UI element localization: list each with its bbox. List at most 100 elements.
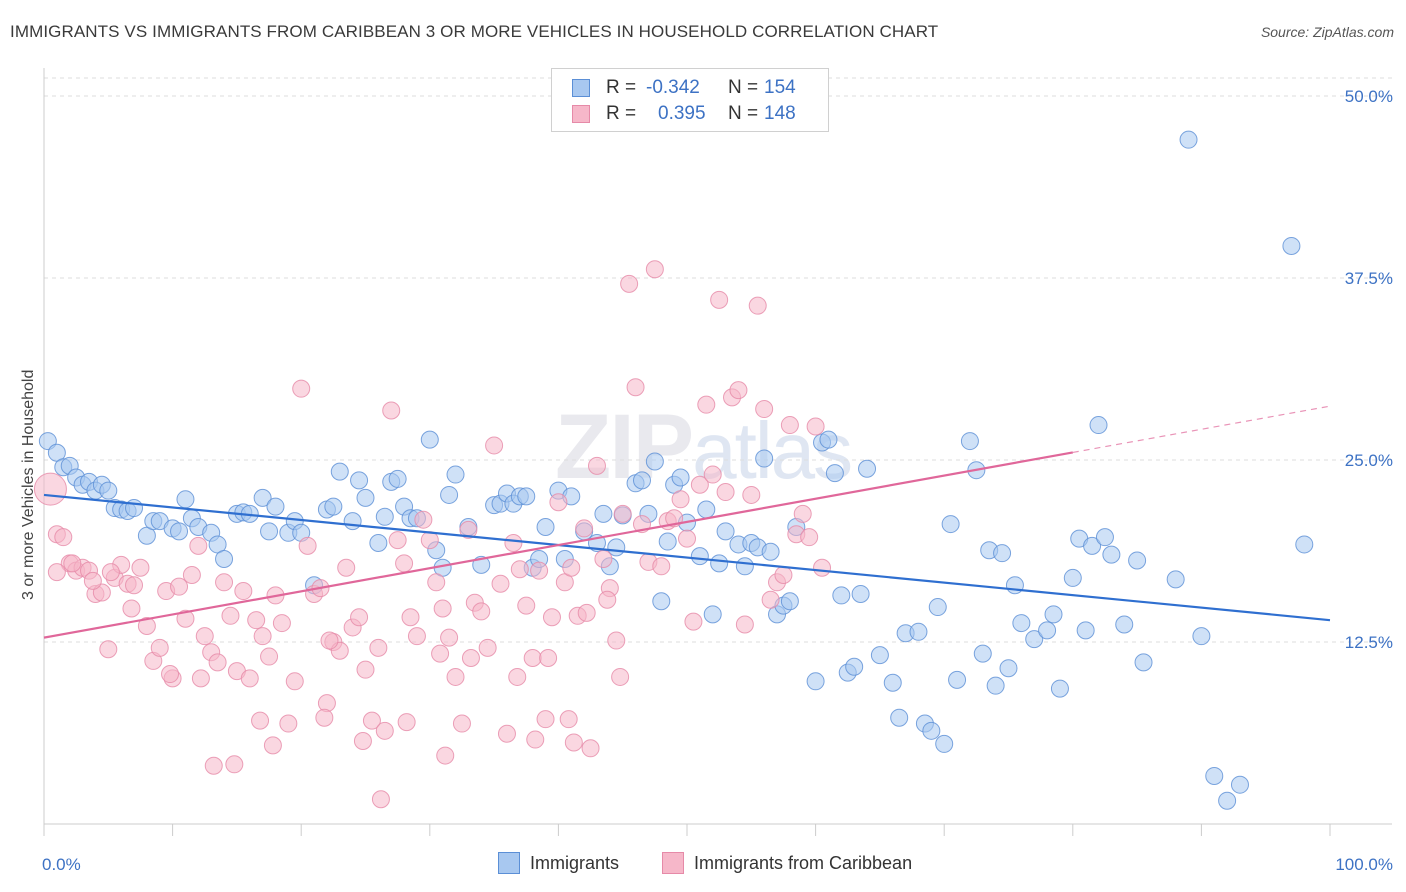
point-caribbean — [774, 566, 793, 585]
point-immigrants — [1128, 551, 1147, 570]
point-caribbean — [598, 590, 617, 609]
legend-n-value: 148 — [764, 103, 796, 124]
legend-swatch-blue — [572, 79, 590, 97]
point-caribbean — [478, 638, 497, 657]
point-caribbean — [54, 528, 73, 547]
point-caribbean — [461, 649, 480, 668]
point-caribbean — [504, 533, 523, 552]
point-caribbean — [485, 436, 504, 455]
point-caribbean — [161, 665, 180, 684]
point-immigrants — [986, 676, 1005, 695]
point-caribbean — [581, 739, 600, 758]
y-tick-label: 37.5% — [1345, 269, 1393, 288]
point-caribbean — [122, 599, 141, 618]
legend-swatch-pink — [572, 105, 590, 123]
point-caribbean — [559, 710, 578, 729]
point-caribbean — [813, 558, 832, 577]
point-caribbean — [607, 631, 626, 650]
point-caribbean — [221, 606, 240, 625]
point-immigrants — [890, 708, 909, 727]
point-immigrants — [1076, 621, 1095, 640]
point-immigrants — [716, 522, 735, 541]
point-immigrants — [632, 471, 651, 490]
point-immigrants — [369, 533, 388, 552]
point-caribbean — [523, 649, 542, 668]
label-layer: 12.5% 25.0% 37.5% 50.0% 0.0% 100.0% — [42, 87, 1393, 874]
point-immigrants — [350, 471, 369, 490]
point-immigrants — [658, 532, 677, 551]
point-caribbean — [497, 724, 516, 743]
point-immigrants — [1166, 570, 1185, 589]
bottom-legend-swatch-blue — [498, 852, 520, 874]
point-caribbean — [729, 381, 748, 400]
source-label: Source: ZipAtlas.com — [1260, 24, 1394, 40]
point-immigrants — [266, 497, 285, 516]
point-caribbean — [292, 379, 311, 398]
point-immigrants — [697, 500, 716, 519]
y-tick-label: 50.0% — [1345, 87, 1393, 106]
axis-layer — [43, 68, 1392, 836]
point-immigrants — [690, 547, 709, 566]
point-caribbean — [575, 519, 594, 538]
point-immigrants — [176, 490, 195, 509]
point-caribbean — [748, 296, 767, 315]
point-caribbean — [407, 627, 426, 646]
point-caribbean — [225, 755, 244, 774]
point-caribbean — [761, 590, 780, 609]
point-immigrants — [870, 646, 889, 665]
point-immigrants — [645, 452, 664, 471]
bottom-legend-swatch-pink — [662, 852, 684, 874]
point-immigrants — [909, 622, 928, 641]
point-immigrants — [420, 430, 439, 449]
point-immigrants — [1218, 791, 1237, 810]
point-immigrants — [1089, 416, 1108, 435]
point-caribbean — [298, 536, 317, 555]
y-axis-label-wrap: 3 or more Vehicles in Household — [20, 370, 40, 620]
point-immigrants — [703, 605, 722, 624]
point-caribbean — [375, 721, 394, 740]
point-immigrants — [993, 544, 1012, 563]
point-immigrants — [170, 522, 189, 541]
point-immigrants — [1038, 621, 1057, 640]
point-immigrants — [883, 673, 902, 692]
point-caribbean — [315, 708, 334, 727]
point-immigrants — [1282, 236, 1301, 255]
point-immigrants — [446, 465, 465, 484]
point-caribbean — [182, 566, 201, 585]
point-caribbean — [191, 669, 210, 688]
point-caribbean — [215, 573, 234, 592]
point-caribbean — [452, 714, 471, 733]
point-caribbean — [131, 558, 150, 577]
point-immigrants — [1179, 130, 1198, 149]
point-caribbean — [446, 667, 465, 686]
point-caribbean — [401, 608, 420, 627]
point-caribbean — [251, 711, 270, 730]
point-caribbean — [260, 647, 279, 666]
point-caribbean — [626, 378, 645, 397]
point-caribbean — [539, 649, 558, 668]
point-immigrants — [260, 522, 279, 541]
point-caribbean — [594, 550, 613, 569]
legend-r-value: -0.342 — [646, 77, 700, 98]
point-immigrants — [845, 657, 864, 676]
point-immigrants — [1012, 614, 1031, 633]
x-tick-label-max: 100.0% — [1335, 855, 1393, 874]
point-caribbean — [549, 493, 568, 512]
y-axis-label: 3 or more Vehicles in Household — [20, 369, 37, 600]
trend-line-caribbean-extension — [1072, 405, 1331, 454]
legend-n-value: 154 — [764, 77, 796, 98]
point-immigrants — [1025, 630, 1044, 649]
point-caribbean — [459, 520, 478, 539]
point-caribbean — [272, 614, 291, 633]
point-caribbean — [33, 472, 67, 506]
point-caribbean — [587, 456, 606, 475]
legend-n-label: N = — [728, 77, 759, 98]
point-immigrants — [375, 507, 394, 526]
point-immigrants — [973, 644, 992, 663]
bottom-legend-label-caribbean: Immigrants from Caribbean — [694, 852, 913, 873]
point-caribbean — [697, 395, 716, 414]
point-caribbean — [125, 576, 144, 595]
point-caribbean — [63, 554, 82, 573]
point-immigrants — [253, 488, 272, 507]
point-caribbean — [716, 483, 735, 502]
